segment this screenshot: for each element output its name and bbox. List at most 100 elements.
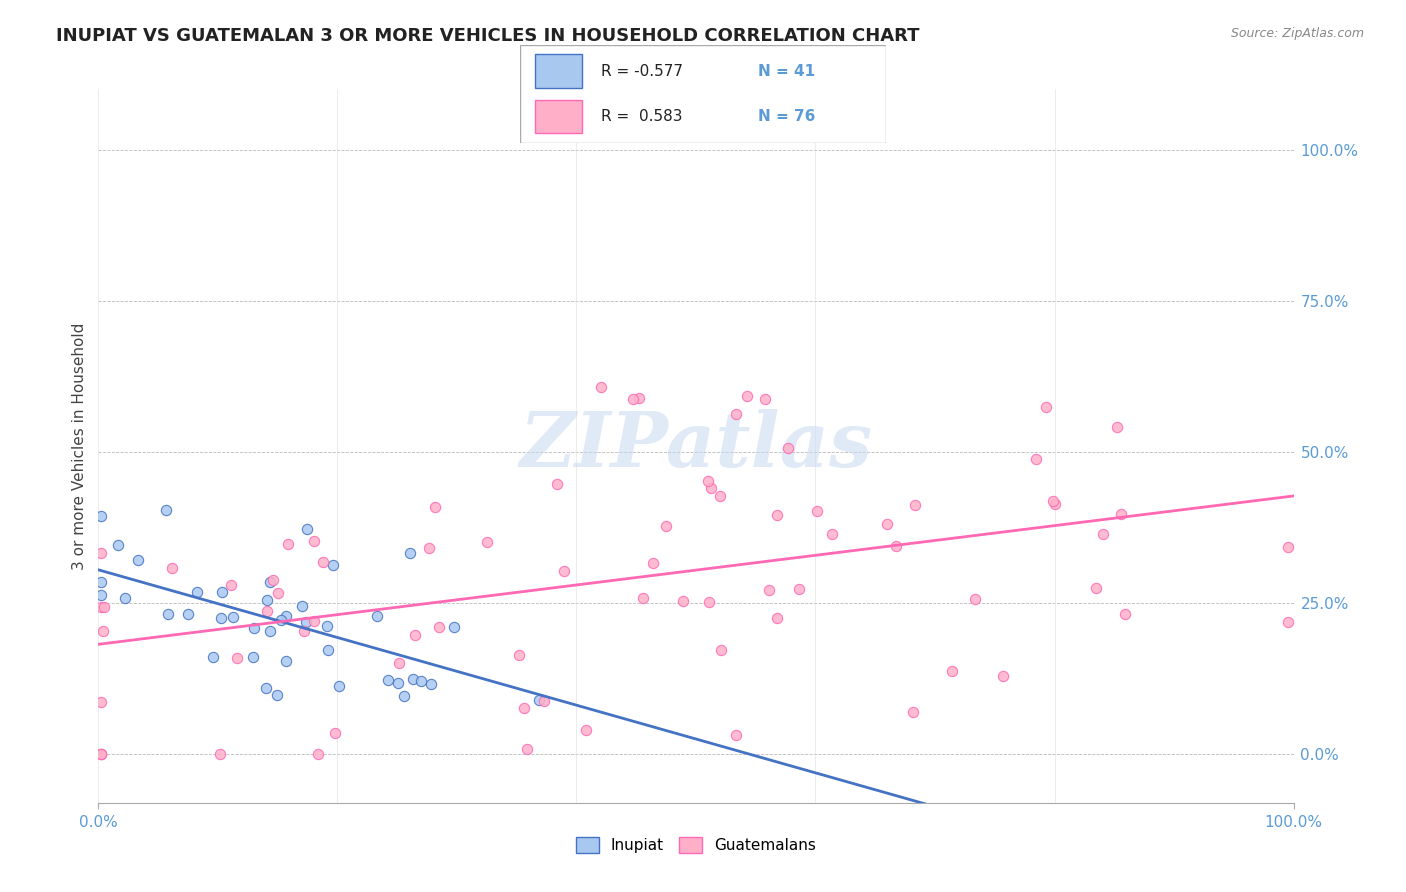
Text: N = 76: N = 76	[758, 109, 815, 124]
Point	[1114, 607, 1136, 621]
Point	[425, 500, 447, 514]
Legend: Inupiat, Guatemalans: Inupiat, Guatemalans	[569, 831, 823, 859]
Point	[259, 574, 281, 589]
Point	[533, 694, 555, 708]
Point	[710, 643, 733, 657]
Point	[735, 389, 758, 403]
Text: INUPIAT VS GUATEMALAN 3 OR MORE VEHICLES IN HOUSEHOLD CORRELATION CHART: INUPIAT VS GUATEMALAN 3 OR MORE VEHICLES…	[56, 27, 920, 45]
Point	[699, 481, 721, 495]
Point	[787, 582, 810, 597]
Point	[312, 556, 335, 570]
Point	[641, 557, 664, 571]
Point	[209, 747, 232, 762]
Bar	[534, 54, 582, 87]
Point	[242, 649, 264, 664]
Point	[758, 582, 780, 597]
Point	[671, 593, 693, 607]
Point	[211, 585, 233, 599]
Text: R =  0.583: R = 0.583	[600, 109, 682, 124]
Text: Source: ZipAtlas.com: Source: ZipAtlas.com	[1230, 27, 1364, 40]
Point	[302, 614, 325, 628]
Point	[291, 599, 314, 614]
Point	[806, 504, 828, 518]
Point	[427, 620, 450, 634]
Point	[304, 534, 326, 549]
Point	[186, 585, 208, 599]
Point	[366, 609, 388, 624]
Point	[527, 693, 550, 707]
Point	[508, 648, 530, 662]
Point	[90, 588, 112, 602]
Point	[884, 539, 907, 553]
Point	[156, 607, 179, 621]
Point	[766, 508, 789, 522]
Point	[262, 574, 284, 588]
Point	[754, 392, 776, 407]
Point	[443, 620, 465, 634]
Point	[574, 723, 596, 737]
Point	[776, 442, 799, 456]
Text: ZIPatlas: ZIPatlas	[519, 409, 873, 483]
Point	[254, 681, 277, 695]
Point	[392, 690, 415, 704]
Point	[177, 607, 200, 621]
Point	[876, 516, 898, 531]
Point	[114, 591, 136, 605]
Text: 100.0%: 100.0%	[1264, 815, 1323, 830]
Point	[627, 391, 650, 405]
Point	[1043, 498, 1066, 512]
Point	[765, 611, 787, 625]
Point	[513, 701, 536, 715]
Point	[90, 574, 112, 589]
Point	[274, 654, 297, 668]
Point	[965, 592, 987, 607]
Point	[308, 747, 330, 762]
Point	[725, 407, 748, 421]
Point	[725, 728, 748, 742]
Point	[90, 747, 112, 762]
Point	[243, 621, 266, 635]
Point	[256, 604, 278, 618]
Point	[219, 578, 242, 592]
Point	[292, 624, 315, 639]
Point	[90, 695, 112, 709]
Point	[209, 611, 232, 625]
Point	[259, 624, 281, 638]
Point	[404, 627, 426, 641]
Point	[402, 672, 425, 686]
Point	[256, 592, 278, 607]
Point	[709, 489, 731, 503]
Point	[1042, 493, 1064, 508]
Point	[904, 498, 927, 512]
Point	[516, 742, 538, 756]
Point	[274, 608, 297, 623]
Point	[90, 546, 112, 560]
Text: 0.0%: 0.0%	[79, 815, 118, 830]
Point	[546, 476, 568, 491]
Point	[697, 595, 720, 609]
Text: N = 41: N = 41	[758, 63, 815, 78]
Point	[328, 679, 350, 693]
Point	[420, 677, 443, 691]
Point	[90, 747, 112, 762]
Y-axis label: 3 or more Vehicles in Household: 3 or more Vehicles in Household	[72, 322, 87, 570]
Point	[1085, 581, 1108, 595]
Point	[475, 535, 498, 549]
Point	[93, 599, 115, 614]
Point	[222, 610, 245, 624]
Point	[276, 537, 298, 551]
Point	[160, 560, 183, 574]
Point	[696, 474, 718, 488]
Point	[409, 674, 432, 689]
Point	[1277, 540, 1299, 554]
Point	[90, 599, 112, 614]
Point	[655, 519, 678, 533]
Point	[901, 705, 924, 719]
Point	[589, 380, 612, 394]
Point	[387, 676, 409, 690]
Point	[941, 664, 963, 678]
Point	[270, 613, 292, 627]
Point	[155, 503, 177, 517]
Point	[993, 668, 1015, 682]
Point	[127, 552, 149, 566]
